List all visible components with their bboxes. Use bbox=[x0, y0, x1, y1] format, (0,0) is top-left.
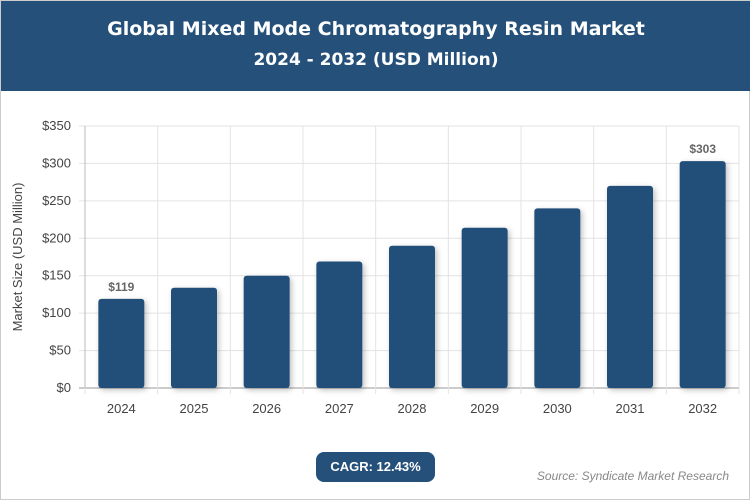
x-tick-label: 2028 bbox=[398, 401, 427, 416]
bar-2026 bbox=[243, 275, 290, 388]
chart-header: Global Mixed Mode Chromatography Resin M… bbox=[1, 1, 750, 91]
x-tick-label: 2029 bbox=[470, 401, 499, 416]
bar-2024 bbox=[98, 298, 145, 388]
x-tick-label: 2026 bbox=[252, 401, 281, 416]
bar-2029 bbox=[461, 227, 508, 388]
source-note: Source: Syndicate Market Research bbox=[536, 469, 729, 483]
x-tick-label: 2030 bbox=[543, 401, 572, 416]
x-tick-label: 2024 bbox=[107, 401, 136, 416]
y-tick-label: $300 bbox=[42, 155, 71, 170]
y-tick-label: $200 bbox=[42, 230, 71, 245]
y-tick-label: $100 bbox=[42, 305, 71, 320]
bar-2030 bbox=[534, 208, 581, 388]
bar-2027 bbox=[316, 261, 363, 388]
x-tick-label: 2027 bbox=[325, 401, 354, 416]
y-axis-title: Market Size (USD Million) bbox=[10, 183, 25, 332]
y-tick-label: $250 bbox=[42, 193, 71, 208]
chart-subtitle: 2024 - 2032 (USD Million) bbox=[253, 50, 499, 70]
y-tick-label: $0 bbox=[57, 380, 71, 395]
x-tick-label: 2032 bbox=[688, 401, 717, 416]
x-tick-label: 2025 bbox=[180, 401, 209, 416]
cagr-badge: CAGR: 12.43% bbox=[316, 452, 435, 482]
data-label: $303 bbox=[689, 142, 716, 156]
chart-title: Global Mixed Mode Chromatography Resin M… bbox=[107, 18, 645, 40]
y-tick-label: $50 bbox=[49, 343, 71, 358]
bar-2031 bbox=[607, 185, 653, 388]
bar-2032 bbox=[679, 161, 726, 388]
bar-2025 bbox=[171, 287, 217, 388]
y-tick-label: $150 bbox=[42, 268, 71, 283]
y-tick-label: $350 bbox=[42, 118, 71, 133]
data-label: $119 bbox=[108, 280, 134, 294]
bar-2028 bbox=[389, 245, 435, 388]
x-tick-label: 2031 bbox=[616, 401, 645, 416]
